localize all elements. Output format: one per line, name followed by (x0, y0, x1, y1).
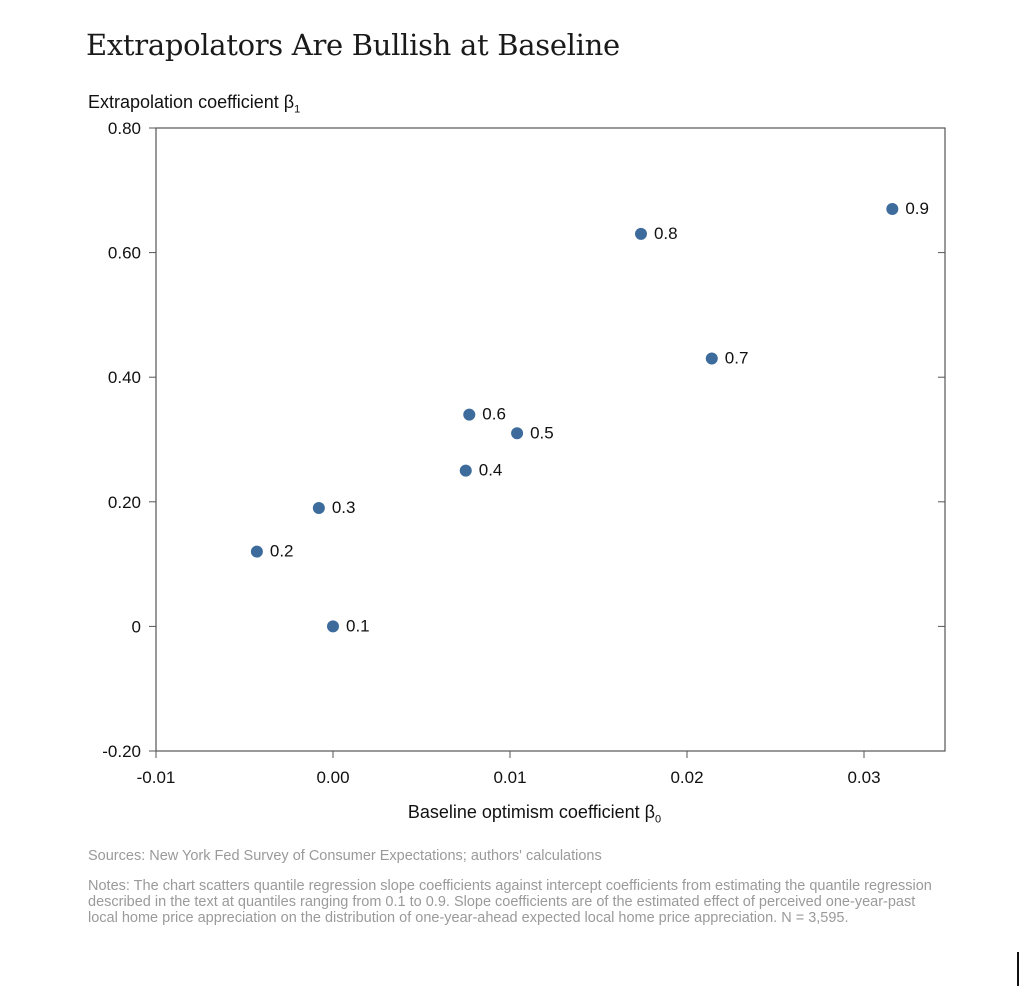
y-tick-label: 0.80 (108, 119, 141, 138)
data-point (511, 427, 524, 440)
notes-text: Notes: The chart scatters quantile regre… (88, 878, 932, 926)
x-tick-label: 0.02 (670, 768, 703, 787)
y-tick-label: 0.20 (108, 493, 141, 512)
chart-marks: 0.1 0.2 0.3 0.4 0.5 0.6 0.7 0.8 0.9 (250, 199, 929, 635)
x-axis-label-text: Baseline optimism coefficient β (407, 802, 655, 822)
data-point (634, 227, 647, 240)
x-tick-label: -0.01 (137, 768, 176, 787)
y-axis-label-subscript: 1 (294, 103, 301, 116)
x-tick-label: 0.03 (847, 768, 880, 787)
data-label: 0.6 (482, 405, 506, 424)
chart-axes (155, 127, 946, 752)
data-label: 0.9 (905, 199, 929, 218)
y-axis-label-text: Extrapolation coefficient β (88, 92, 295, 112)
y-tick-label: 0.40 (108, 368, 141, 387)
data-label: 0.2 (270, 542, 294, 561)
y-tick-label: -0.20 (102, 742, 141, 761)
x-axis-label-subscript: 0 (655, 813, 662, 826)
data-point (705, 352, 718, 365)
x-axis-label: Baseline optimism coefficient β0 (0, 802, 1024, 826)
plot-frame (155, 127, 946, 752)
text-cursor (1017, 952, 1019, 986)
data-point (327, 620, 339, 633)
data-label: 0.3 (332, 498, 356, 517)
chart-title: Extrapolators Are Bullish at Baseline (86, 28, 620, 62)
data-label: 0.5 (530, 423, 554, 442)
data-point (312, 502, 325, 515)
sources-note: Sources: New York Fed Survey of Consumer… (88, 848, 602, 864)
data-label: 0.1 (346, 616, 370, 635)
data-point (463, 408, 476, 421)
x-tick-label: 0.00 (316, 768, 349, 787)
data-label: 0.8 (654, 224, 678, 243)
data-point (459, 464, 472, 477)
data-label: 0.7 (725, 349, 749, 368)
scatter-chart: -0.20 0 0.20 0.40 0.60 0.80 -0.01 0.00 0.01 0.02 0… (102, 119, 946, 787)
y-tick-label: 0.60 (108, 244, 141, 263)
chart-ticks: -0.20 0 0.20 0.40 0.60 0.80 -0.01 0.00 0.01 0.02 0… (102, 119, 945, 787)
y-tick-label: 0 (132, 617, 141, 636)
x-tick-label: 0.01 (493, 768, 526, 787)
data-point (250, 545, 263, 558)
y-axis-label: Extrapolation coefficient β1 (88, 92, 300, 116)
data-label: 0.4 (479, 461, 503, 480)
data-point (886, 202, 899, 215)
